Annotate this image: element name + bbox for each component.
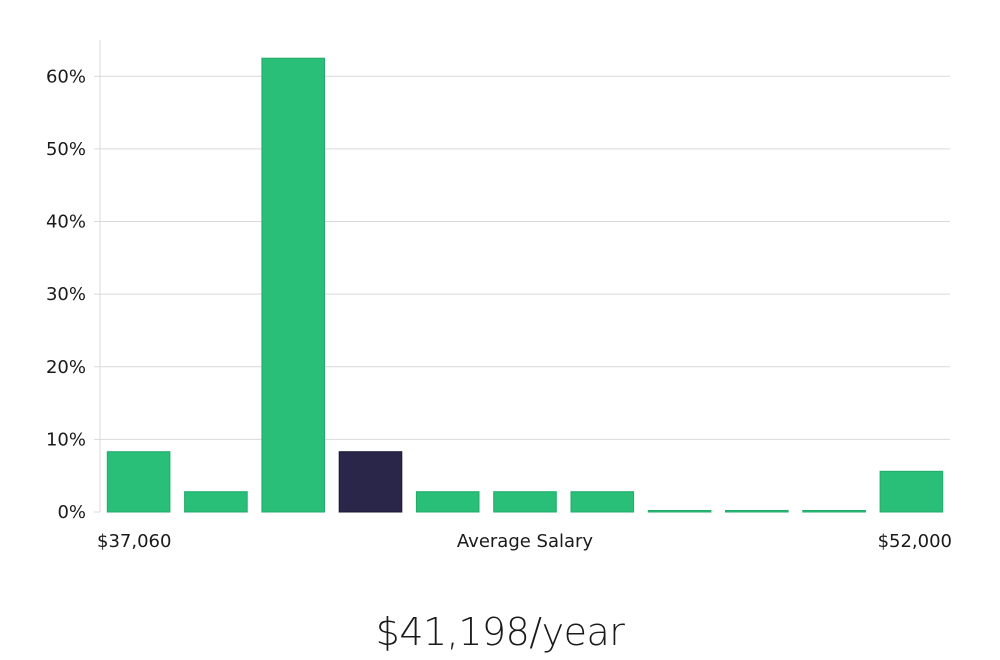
y-tick-label: 50% (46, 139, 86, 160)
bar (647, 510, 712, 513)
bar (879, 470, 944, 513)
bar (725, 510, 789, 513)
y-tick-label: 40% (46, 212, 86, 233)
bar (184, 491, 248, 513)
y-tick-label: 60% (46, 66, 86, 87)
bar (802, 510, 866, 513)
bar (570, 491, 635, 513)
bar-highlighted (338, 451, 403, 513)
bar (106, 451, 171, 513)
y-tick-label: 10% (46, 429, 86, 450)
grid-layer (100, 75, 950, 440)
x-axis-max-label: $52,000 (878, 531, 952, 552)
y-tick-label: 30% (46, 284, 86, 305)
bar (261, 57, 325, 513)
salary-distribution-chart: 0% 10% 20% 30% 40% 50% 60% $37,060 Average Sal… (46, 40, 952, 552)
y-axis-ticks: 0% 10% 20% 30% 40% 50% 60% (46, 66, 100, 523)
average-salary-value: $41,198/year (375, 610, 625, 654)
y-tick-label: 20% (46, 357, 86, 378)
bar (415, 491, 480, 513)
bar (493, 491, 557, 513)
x-axis-title: Average Salary (457, 531, 594, 552)
y-tick-label: 0% (57, 502, 86, 523)
bars-layer (106, 57, 944, 513)
x-axis-min-label: $37,060 (97, 531, 171, 552)
